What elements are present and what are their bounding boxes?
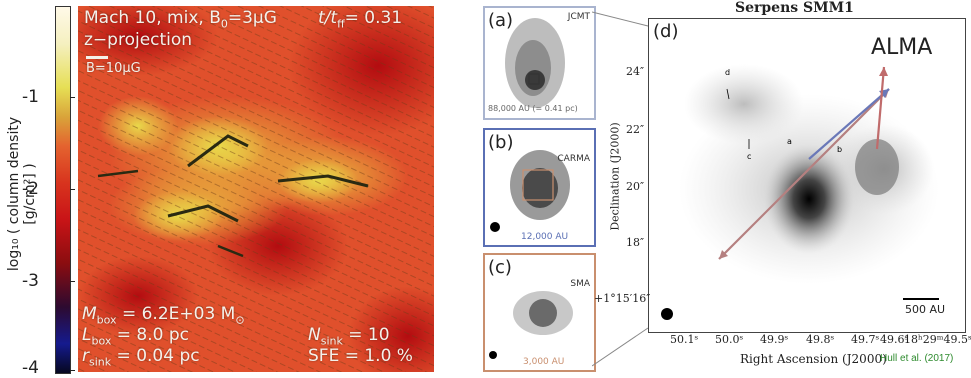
marker-b: b [837,145,843,154]
simulation-map: Mach 10, mix, B0=3μG t/tff= 0.31 z−proje… [78,6,434,372]
zoom-connector-lines [592,11,649,367]
panel-a-scale: 88,000 AU (= 0.41 pc) [488,104,578,113]
sim-title: Mach 10, mix, B0=3μG [84,8,277,31]
sim-time: t/tff= 0.31 [318,8,403,31]
simulation-density-image [78,6,434,372]
marker-c: c [747,152,752,161]
sim-nsink: Nsink = 10 [308,325,390,348]
colorbar-tick [70,281,75,282]
colorbar-tick [70,97,75,98]
marker-a: a [787,137,792,146]
colorbar-label: log₁₀ ( column density [g/cm²] ) [6,116,38,272]
sim-projection: z−projection [84,30,193,50]
panel-d-ylabel: Declination (J2000) [608,122,622,231]
panel-d-xlabel: Right Ascension (J2000) [740,352,887,366]
panel-b-carma: (b) CARMA 12,000 AU [483,128,596,247]
panel-c-label: (c) [488,257,512,278]
ytick: 18″ [626,236,645,249]
panel-a-image [485,8,594,118]
sim-lbox: Lbox = 8.0 pc [82,325,190,348]
ytick: 24″ [626,65,645,78]
panel-c-image [485,255,594,370]
ytick: 22″ [626,123,645,136]
xtick: 49.7ˢ [851,333,880,346]
panel-c-scale: 3,000 AU [523,357,565,367]
panel-c-telescope: SMA [570,279,590,289]
panel-b-label: (b) [488,132,514,153]
panel-b-scale: 12,000 AU [521,232,569,242]
panel-b-image [485,130,594,245]
xtick: 49.6ˢ [880,333,909,346]
colorbar-tick [70,189,75,190]
ytick: +1°15′16″ [594,292,651,305]
xtick: 18ʰ29ᵐ49.5ˢ [904,333,971,346]
panel-a-label: (a) [488,10,514,31]
xtick: 50.0ˢ [715,333,744,346]
colorbar-tick-label: -2 [22,179,39,199]
panel-d-label: (d) [653,21,679,42]
panel-a-telescope: JCMT [567,12,590,22]
marker-d: d [725,68,731,77]
sim-mbox: Mbox = 6.2E+03 M⊙ [82,304,245,327]
b-field-scale-label: B=10μG [86,61,141,76]
panel-c-sma: (c) SMA 3,000 AU [483,253,596,372]
xtick: 50.1ˢ [670,333,699,346]
ytick: 20″ [626,180,645,193]
credit: Hull et al. (2017) [880,353,954,364]
panel-b-telescope: CARMA [557,154,590,164]
b-field-scale-bar [86,56,108,59]
panel-d-image [661,64,939,320]
colorbar-tick [70,370,75,371]
colorbar-tick-label: -3 [22,271,39,291]
sim-sfe: SFE = 1.0 % [308,346,413,366]
panel-d-telescope: ALMA [871,35,933,60]
panel-d-title: Serpens SMM1 [735,0,854,16]
colorbar [55,6,71,374]
xtick: 49.8ˢ [806,333,835,346]
xtick: 49.9ˢ [760,333,789,346]
panel-d-scale: 500 AU [905,303,946,316]
panel-d-alma: (d) ALMA d c a b 500 AU [648,18,966,333]
sim-rsink: rsink = 0.04 pc [82,346,200,369]
colorbar-tick-label: -1 [22,87,39,107]
panel-a-jcmt: (a) JCMT 88,000 AU (= 0.41 pc) [483,6,596,120]
colorbar-tick-label: -4 [22,358,39,378]
